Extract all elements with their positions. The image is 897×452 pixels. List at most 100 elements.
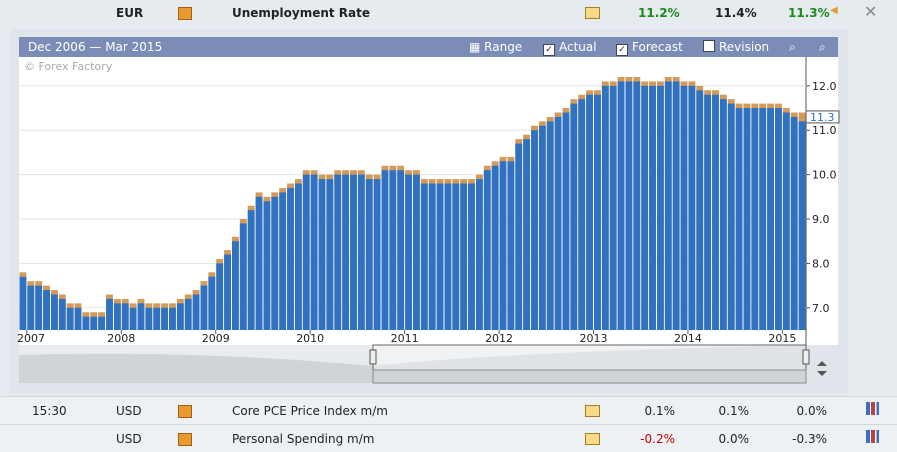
watermark: © Forex Factory [24, 60, 113, 73]
zoom-in[interactable]: ⌕ [789, 40, 796, 54]
previous: 11.3% [788, 6, 830, 20]
actual-bar [570, 103, 578, 330]
actual-bar [310, 174, 318, 330]
chart-button[interactable] [866, 430, 879, 443]
actual-bar [35, 285, 43, 330]
actual-bar [342, 174, 350, 330]
forecast: 11.4% [715, 6, 757, 20]
left-handle[interactable] [369, 349, 377, 365]
previous: 0.0% [796, 404, 828, 418]
actual-bar [751, 108, 759, 330]
x-tick-label: 2014 [674, 332, 702, 345]
actual-bar [507, 161, 515, 330]
right-handle[interactable] [802, 349, 810, 365]
actual-bar [562, 112, 570, 330]
forecast-toggle[interactable]: ✓ Forecast [616, 40, 683, 56]
detail-icon[interactable] [585, 405, 600, 417]
actual-bar [601, 85, 609, 330]
actual-bar [515, 143, 523, 330]
actual-bar [499, 161, 507, 330]
actual-bar [121, 303, 129, 330]
x-tick-label: 2010 [296, 332, 324, 345]
actual-bar [318, 179, 326, 330]
actual-bar [475, 179, 483, 330]
actual-bar [381, 170, 389, 330]
actual-bar [247, 210, 255, 330]
y-tick-label: 10.0 [812, 169, 837, 182]
revision-toggle[interactable]: Revision [703, 40, 769, 54]
actual-bar [239, 223, 247, 330]
actual-bar [184, 298, 192, 330]
x-tick-label: 2013 [580, 332, 608, 345]
forecast: 0.0% [718, 432, 750, 446]
actual-bar [279, 192, 287, 330]
detail-icon[interactable] [585, 433, 600, 445]
event[interactable]: Personal Spending m/m [232, 432, 375, 446]
actual-bar [546, 121, 554, 331]
actual-bar [192, 294, 200, 330]
actual: -0.2% [640, 432, 675, 446]
actual-bar [357, 174, 365, 330]
previous: -0.3% [792, 432, 827, 446]
actual-bar [680, 85, 688, 330]
actual-bar [625, 81, 633, 330]
actual-bar [169, 307, 176, 330]
scrollbar[interactable] [372, 369, 807, 384]
y-tick-label: 12.0 [812, 80, 837, 93]
actual-bar [176, 303, 184, 330]
event[interactable]: Unemployment Rate [232, 6, 371, 20]
actual-bar [531, 130, 538, 330]
actual-bar [216, 263, 224, 330]
actual-bar [719, 99, 727, 330]
actual-bar [255, 196, 263, 330]
actual-bar [43, 290, 50, 330]
actual-bar [302, 174, 310, 330]
actual-bar [66, 307, 74, 330]
range-button[interactable]: ▦ Range [469, 40, 523, 54]
actual-bar [712, 94, 719, 330]
actual-bar [617, 81, 625, 330]
actual-bar [350, 174, 357, 330]
calendar-row: 15:30 USD Core PCE Price Index m/m 0.1% 0.1%… [0, 396, 897, 424]
actual-bar [633, 81, 641, 330]
actual: 11.2% [638, 6, 680, 20]
x-tick-label: 2009 [202, 332, 230, 345]
calendar-row: USD Personal Spending m/m -0.2% 0.0% -0.3% [0, 424, 897, 452]
actual-bar [326, 179, 334, 330]
actual-bar [538, 125, 546, 331]
scroll-arrows[interactable] [817, 361, 827, 376]
actual-bar [656, 85, 664, 330]
actual-bar [106, 298, 113, 330]
actual-bar [98, 316, 106, 330]
actual-bar [420, 183, 428, 330]
actual-bar [82, 316, 90, 330]
actual-bar [554, 116, 562, 331]
actual-bar [735, 108, 743, 330]
impact-icon[interactable] [178, 433, 192, 446]
actual-bar [413, 174, 420, 330]
actual-bar [594, 94, 601, 330]
close-button[interactable]: ✕ [864, 2, 878, 21]
detail-icon[interactable] [585, 7, 600, 19]
chart-button[interactable] [866, 402, 879, 415]
zoom-out[interactable]: ⌕ [819, 40, 826, 54]
actual-toggle[interactable]: ✓ Actual [543, 40, 597, 56]
actual-bar [137, 303, 145, 330]
actual-bar [649, 85, 656, 330]
actual-bar [782, 112, 790, 330]
actual-bar [609, 85, 617, 330]
impact-icon[interactable] [178, 405, 192, 418]
actual-bar [263, 201, 271, 330]
event[interactable]: Core PCE Price Index m/m [232, 404, 388, 418]
actual-bar [727, 103, 735, 330]
actual-bar [113, 303, 121, 330]
actual-bar [460, 183, 468, 330]
currency: USD [116, 404, 142, 418]
actual-bar [58, 298, 66, 330]
x-tick-label: 2011 [391, 332, 419, 345]
last-value-label: 11.3 [810, 111, 835, 124]
actual-bar [145, 307, 153, 330]
actual-bar [444, 183, 452, 330]
actual-bar [578, 99, 586, 330]
